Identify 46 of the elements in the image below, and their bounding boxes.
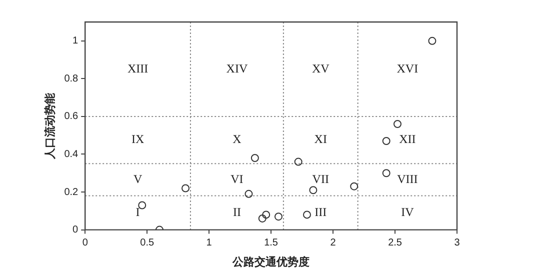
- point: [262, 210, 270, 219]
- annotation: I: [136, 204, 140, 219]
- annotation: II: [232, 204, 241, 219]
- x-axis-title: 公路交通优势度: [232, 255, 310, 268]
- y-tick-label: 0.8: [64, 73, 79, 84]
- point: [182, 184, 190, 192]
- point: [350, 182, 358, 190]
- annotation: XVI: [396, 61, 418, 76]
- point: [428, 36, 436, 45]
- point: [294, 158, 302, 166]
- point: [258, 214, 266, 222]
- annotation: V: [133, 172, 142, 186]
- annotation: VII: [312, 172, 329, 186]
- x-tick-label: 2.5: [388, 238, 402, 249]
- point: [309, 186, 318, 194]
- annotation: VIII: [397, 172, 418, 186]
- annotation: XIV: [226, 61, 248, 76]
- y-tick-label: 0.2: [64, 186, 79, 198]
- y-axis-title: 人口流动势能: [44, 92, 57, 160]
- x-tick-label: 2: [330, 238, 336, 249]
- x-tick-label: 3: [454, 238, 460, 249]
- y-tick-label: 0.4: [64, 148, 79, 160]
- x-tick-label: 0: [82, 238, 88, 249]
- y-tick-label: 0.6: [64, 111, 79, 122]
- point: [244, 190, 253, 198]
- annotation: VI: [230, 172, 244, 186]
- annotation: III: [314, 204, 327, 219]
- annotation: X: [232, 132, 242, 146]
- y-tick-label: 1: [72, 36, 79, 47]
- point: [250, 154, 259, 162]
- point: [303, 210, 311, 219]
- annotation: XV: [312, 61, 330, 76]
- x-tick-label: 1.5: [264, 238, 278, 249]
- annotation: IV: [401, 204, 414, 219]
- annotation: XII: [399, 132, 416, 146]
- annotation: IX: [131, 132, 144, 146]
- point: [274, 212, 282, 221]
- point: [382, 169, 390, 178]
- annotation: XIII: [127, 61, 148, 76]
- point: [393, 120, 402, 128]
- y-tick-label: 0: [72, 224, 79, 236]
- annotation: XI: [314, 132, 327, 146]
- point: [382, 137, 390, 146]
- x-tick-label: 1: [206, 238, 212, 249]
- point: [138, 201, 146, 210]
- x-tick-label: 0.5: [140, 238, 154, 249]
